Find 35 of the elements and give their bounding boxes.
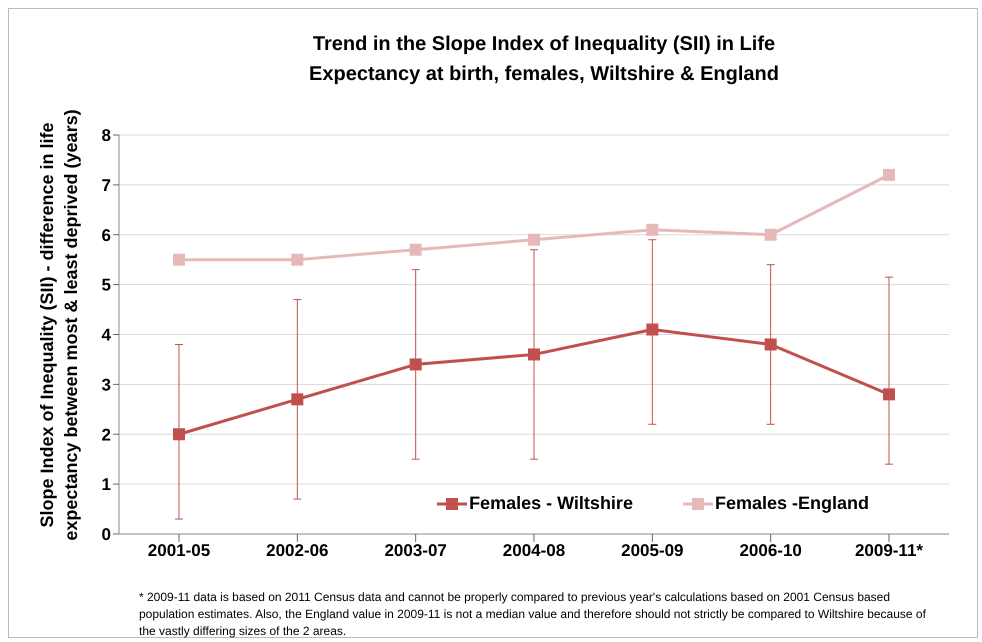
- x-tick-label: 2001-05: [148, 541, 210, 560]
- x-tick-label: 2003-07: [384, 541, 447, 560]
- text: * 2009-11 data is based on 2011 Census data and cannot be properly compared to previous year's calculations based on 2001 Census based population estimates. Also, the England value in 2009-11 is not a median value and therefore should not strictly be compared to Wiltshire because of the vastly differing sizes of the 2 areas.: [139, 589, 927, 640]
- point: [883, 168, 895, 181]
- y-tick-label: 7: [102, 176, 111, 195]
- legend-label: Females -England: [714, 493, 869, 514]
- x-tick-label: 2009-11*: [854, 541, 924, 560]
- point: [646, 224, 658, 236]
- point: [646, 324, 658, 336]
- y-tick-label: 0: [102, 525, 111, 544]
- chart-title: Trend in the Slope Index of Inequality (SII) in Life Expectancy at birth, females, Wiltshire & England: [308, 32, 780, 87]
- y-axis-title: Slope Index of Inequality (SII) - difference in life expectancy between most & least deprived (years): [36, 108, 82, 543]
- point: [173, 254, 185, 266]
- y-tick-label: 3: [102, 375, 111, 394]
- legend-label: Females - Wiltshire: [469, 493, 633, 514]
- y-tick-label: 6: [102, 226, 111, 245]
- x-tick-label: 2005-09: [621, 541, 684, 560]
- point: [291, 393, 304, 406]
- point: [410, 244, 422, 256]
- x-tick-label: 2006-10: [739, 541, 802, 560]
- x-tick-label: 2004-08: [502, 541, 566, 560]
- point: [883, 388, 895, 400]
- y-tick-label: 1: [102, 475, 111, 494]
- y-tick-label: 8: [102, 126, 111, 146]
- point: [764, 338, 777, 350]
- point: [410, 358, 422, 370]
- y-tick-label: 2: [102, 425, 111, 444]
- point: [291, 254, 304, 266]
- point: [173, 428, 185, 440]
- y-tick-label: 4: [102, 326, 112, 345]
- point: [764, 228, 777, 241]
- point: [528, 234, 540, 246]
- x-tick-label: 2002-06: [266, 541, 329, 560]
- point: [528, 348, 540, 360]
- y-tick-label: 5: [102, 276, 111, 295]
